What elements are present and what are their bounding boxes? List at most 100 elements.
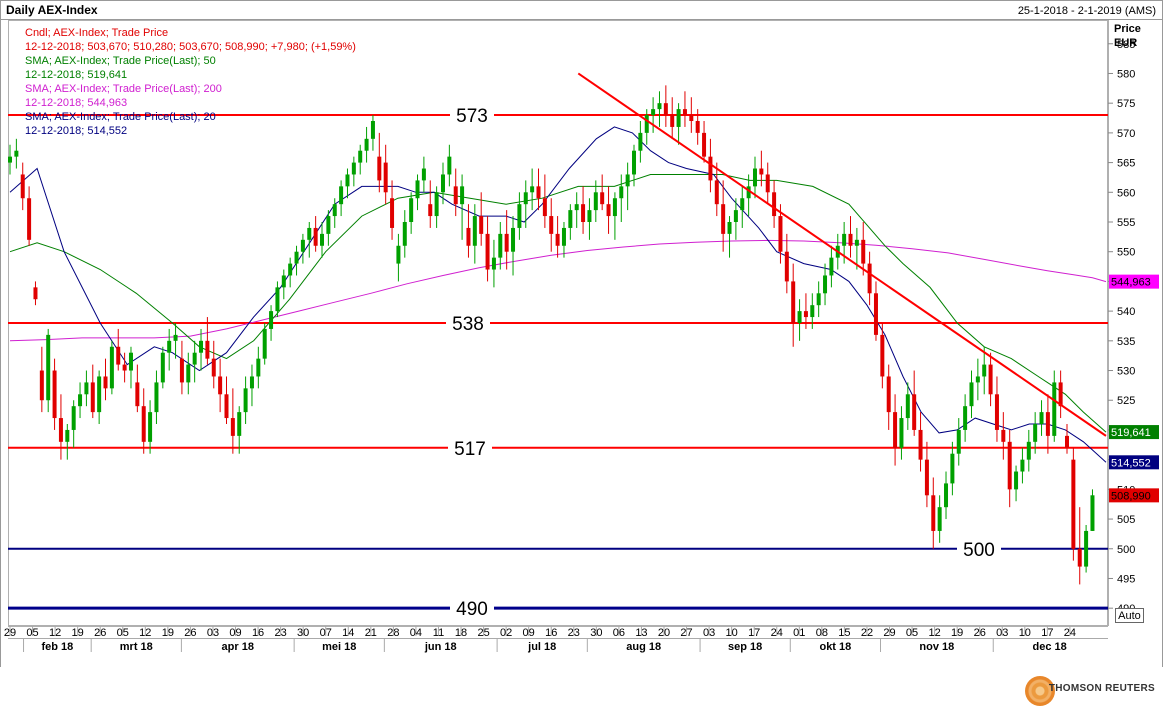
x-day-label: 23 <box>274 627 286 639</box>
candle-body <box>746 186 751 199</box>
x-day-label: 30 <box>590 627 602 639</box>
candle-body <box>880 334 885 377</box>
legend-line: SMA; AEX-Index; Trade Price(Last); 50 <box>25 55 216 67</box>
legend-line: Cndl; AEX-Index; Trade Price <box>25 27 168 39</box>
sma-line-2 <box>9 126 1107 463</box>
candle-body <box>651 109 656 116</box>
candle-body <box>1084 530 1089 567</box>
x-day-label: 19 <box>72 627 84 639</box>
legend: Cndl; AEX-Index; Trade Price 12-12-2018; … <box>25 27 356 137</box>
candle-body <box>224 394 229 419</box>
candle-body <box>1039 412 1044 424</box>
candle-body <box>90 382 95 413</box>
candle-body <box>135 382 140 407</box>
candle-body <box>568 210 573 228</box>
candle-body <box>370 121 375 139</box>
candle-body <box>491 257 496 270</box>
candle-body <box>587 210 592 222</box>
candle-body <box>823 275 828 294</box>
candle-body <box>300 239 305 252</box>
candle-body <box>409 198 414 222</box>
x-day-label: 15 <box>838 627 850 639</box>
candle-body <box>351 162 356 175</box>
candle-body <box>20 174 25 199</box>
x-month-label: aug 18 <box>626 641 661 653</box>
last-value-label: 519,641 <box>1111 427 1151 439</box>
level-labels: 573 538 517 500 490 <box>446 104 1001 620</box>
x-month-label: jul 18 <box>527 641 556 653</box>
candle-body <box>963 406 968 430</box>
candle-body <box>14 150 19 157</box>
candle-body <box>765 174 770 193</box>
candle-body <box>84 382 89 395</box>
x-day-label: 27 <box>680 627 692 639</box>
candle-body <box>1077 548 1082 567</box>
x-month-label: feb 18 <box>41 641 73 653</box>
legend-line: SMA; AEX-Index; Trade Price(Last); 200 <box>25 83 222 95</box>
y-tick-label: 505 <box>1117 514 1135 526</box>
x-day-label: 04 <box>410 627 422 639</box>
candle-body <box>249 376 254 389</box>
x-day-label: 05 <box>906 627 918 639</box>
candle-body <box>402 222 407 246</box>
candle-body <box>714 180 719 205</box>
candle-body <box>148 412 153 442</box>
candle-body <box>752 168 757 187</box>
candle-body <box>109 346 114 389</box>
candle-body <box>1090 495 1095 531</box>
candle-body <box>899 418 904 448</box>
candle-body <box>345 174 350 187</box>
y-tick-label: 530 <box>1117 366 1135 378</box>
candle-body <box>1014 471 1019 490</box>
candle-body <box>383 162 388 193</box>
candle-body <box>8 156 12 163</box>
candle-body <box>167 340 172 353</box>
candle-body <box>97 376 102 413</box>
candle-body <box>122 364 127 371</box>
candle-body <box>27 198 32 240</box>
candle-body <box>275 287 280 312</box>
x-axis-day-labels: 29 05 12 19 26 05 12 19 26 03 09 16 23 30 07 14 21 28 04 11… <box>4 626 1108 639</box>
auto-scale-button[interactable]: Auto <box>1115 608 1144 623</box>
candle-body <box>663 103 668 116</box>
candle-body <box>784 251 789 282</box>
x-day-label: 21 <box>365 627 377 639</box>
x-day-label: 19 <box>162 627 174 639</box>
legend-line: 12-12-2018; 544,963 <box>25 97 127 109</box>
candle-body <box>179 358 184 383</box>
candle-body <box>154 382 159 413</box>
legend-line: SMA; AEX-Index; Trade Price(Last); 20 <box>25 111 216 123</box>
candle-body <box>1064 435 1069 448</box>
candle-body <box>192 352 197 365</box>
x-day-label: 03 <box>996 627 1008 639</box>
x-day-label: 24 <box>771 627 783 639</box>
thomson-reuters-logo-icon <box>1025 676 1055 706</box>
x-day-label: 12 <box>139 627 151 639</box>
candle-body <box>281 275 286 288</box>
candle-body <box>523 192 528 205</box>
candle-body <box>186 364 191 383</box>
candle-body <box>1007 441 1012 490</box>
y-tick-label: 575 <box>1117 98 1135 110</box>
candle-body <box>867 263 872 294</box>
candle-body <box>103 376 108 389</box>
brand-name: THOMSON REUTERS <box>1048 683 1155 694</box>
x-day-label: 08 <box>816 627 828 639</box>
candle-body <box>160 352 165 383</box>
last-value-markers: 544,963 519,641 514,552 508,990 <box>1109 274 1159 503</box>
last-value-label: 514,552 <box>1111 457 1151 469</box>
x-day-label: 20 <box>658 627 670 639</box>
level-label-573: 573 <box>456 106 488 127</box>
candle-body <box>893 412 898 448</box>
x-day-label: 23 <box>568 627 580 639</box>
candle-body <box>950 453 955 484</box>
y-tick-label: 560 <box>1117 187 1135 199</box>
candle-body <box>199 340 204 353</box>
candle-body <box>842 233 847 246</box>
candle-body <box>1026 441 1031 460</box>
candle-body <box>1001 429 1006 442</box>
level-label-bg <box>446 312 490 334</box>
candle-body <box>873 293 878 335</box>
y-tick-label: 535 <box>1117 336 1135 348</box>
last-value-badge <box>1109 274 1159 289</box>
